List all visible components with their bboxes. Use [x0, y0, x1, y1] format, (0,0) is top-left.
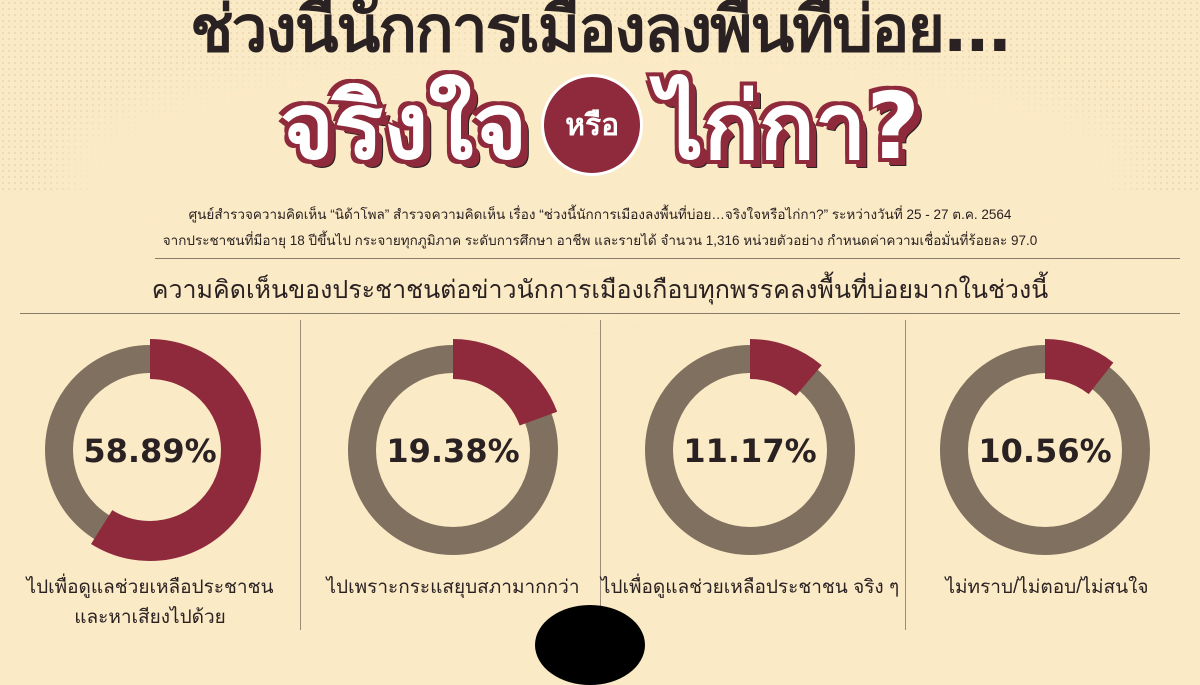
column-divider: [600, 320, 601, 630]
donut-value-label-3: 11.17%: [683, 432, 816, 470]
category-label-3: ไปเพื่อดูแลช่วยเหลือประชาชน จริง ๆ: [600, 577, 900, 598]
donut-value-label-1: 58.89%: [83, 432, 216, 470]
donut-value-arc-4: [934, 339, 1156, 561]
column-divider: [300, 320, 301, 630]
category-label-2: ไปเพราะกระแสยุบสภามากกว่า: [326, 577, 580, 598]
donut-value-label-4: 10.56%: [978, 432, 1111, 470]
title-word-careless: ไก่กา?: [657, 72, 920, 180]
category-label-4: ไม่ทราบ/ไม่ตอบ/ไม่สนใจ: [945, 577, 1149, 598]
donut-value-arc-2: [342, 339, 564, 561]
character-head-silhouette: [535, 605, 645, 685]
source-line1: ศูนย์สำรวจความคิดเห็น “นิด้าโพล” สำรวจคว…: [188, 207, 1012, 222]
title-line1: ช่วงนี้นักการเมืองลงพื้นที่บ่อย...: [190, 0, 1012, 67]
source-line2: จากประชาชนที่มีอายุ 18 ปีขึ้นไป กระจายทุ…: [162, 233, 1038, 248]
title-line2: จริงใจ หรือ ไก่กา?: [0, 70, 1200, 180]
divider-bottom: [20, 313, 1180, 314]
divider-top: [155, 258, 1180, 259]
donut-value-arc-3: [639, 339, 861, 561]
title-or-badge: หรือ: [541, 74, 644, 176]
donut-value-arc-1: [39, 339, 261, 561]
column-divider: [905, 320, 906, 630]
title-word-sincere: จริงใจ: [280, 72, 528, 180]
category-label-1: ไปเพื่อดูแลช่วยเหลือประชาชน และหาเสียงไปด…: [26, 577, 274, 628]
chart-title: ความคิดเห็นของประชาชนต่อข่าวนักการเมืองเ…: [151, 276, 1049, 304]
donut-value-label-2: 19.38%: [386, 432, 519, 470]
donut-charts: 58.89% 19.38% 11.17% 10.56%: [39, 339, 1156, 561]
